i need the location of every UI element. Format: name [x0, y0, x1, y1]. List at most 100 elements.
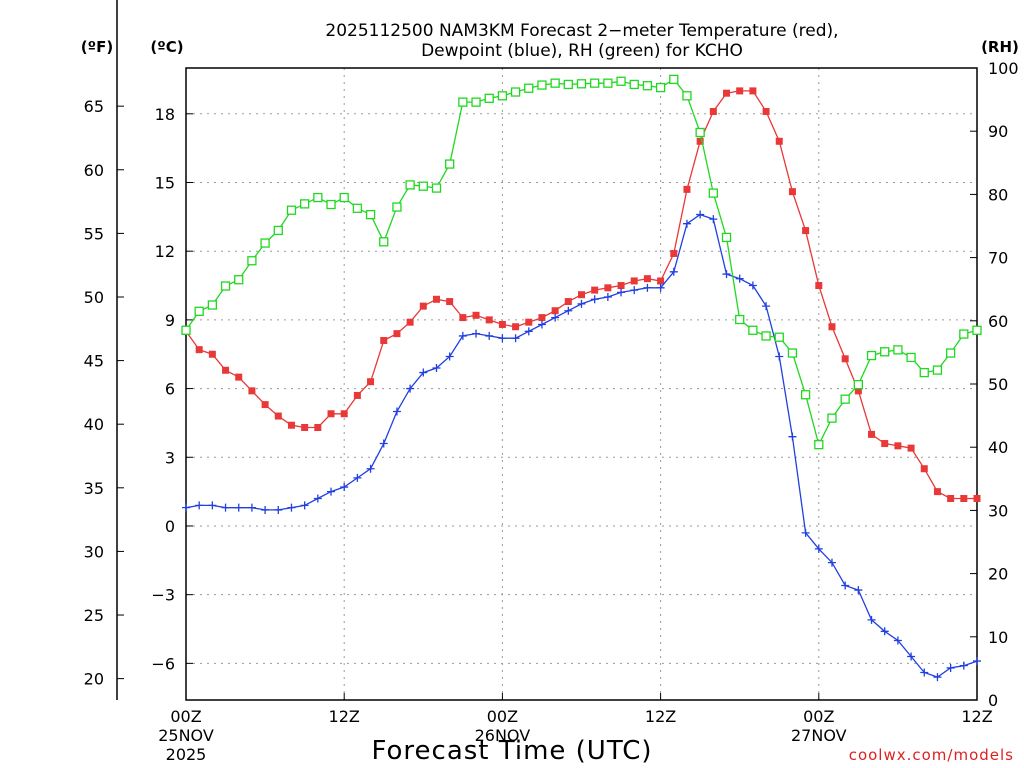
dewpoint-point: [617, 288, 626, 297]
temperature-point: [920, 465, 928, 473]
x-tick-label: 12Z: [645, 707, 676, 726]
rh-point: [576, 79, 587, 89]
rh-tick-label: 60: [988, 312, 1008, 331]
rh-point: [458, 97, 468, 107]
temperature-point: [195, 346, 203, 354]
temperature-point: [933, 488, 941, 496]
rh-unit-label: (RH): [981, 38, 1019, 56]
dewpoint-point: [959, 661, 968, 670]
dewpoint-point: [973, 657, 981, 666]
celsius-tick-label: 15: [155, 173, 175, 192]
rh-point: [919, 367, 929, 378]
temperature-series: [182, 87, 981, 502]
temperature-point: [340, 410, 348, 418]
rh-point: [893, 345, 903, 355]
dewpoint-point: [432, 363, 441, 372]
rh-tick-label: 20: [988, 565, 1008, 584]
dewpoint-point: [762, 302, 771, 311]
rh-point: [194, 306, 204, 316]
rh-point: [840, 394, 850, 404]
dewpoint-point: [551, 313, 560, 322]
dewpoint-point: [524, 327, 533, 336]
dewpoint-point: [669, 267, 678, 276]
rh-point: [392, 202, 402, 212]
rh-point: [787, 348, 798, 358]
rh-point: [445, 159, 455, 169]
temperature-point: [894, 442, 902, 450]
celsius-tick-label: 12: [155, 242, 175, 261]
temperature-point: [472, 311, 480, 319]
x-tick-date-label: 26NOV: [475, 726, 531, 745]
dewpoint-point: [748, 281, 757, 290]
dewpoint-point: [287, 503, 296, 512]
temperature-point: [419, 302, 427, 310]
fahrenheit-unit-label: (ºF): [81, 38, 113, 56]
rh-point: [471, 97, 481, 107]
dewpoint-point: [643, 283, 652, 292]
dewpoint-point: [208, 501, 217, 510]
temperature-point: [802, 227, 810, 235]
rh-point: [853, 379, 863, 390]
temperature-point: [485, 316, 493, 324]
temperature-point: [815, 282, 823, 290]
temperature-point: [406, 318, 414, 326]
grid-lines: [186, 68, 977, 700]
temperature-point: [525, 318, 533, 326]
temperature-point: [380, 336, 388, 344]
fahrenheit-tick-label: 25: [84, 606, 104, 625]
rh-point: [339, 192, 349, 203]
temperature-point: [208, 350, 216, 358]
rh-tick-label: 90: [988, 122, 1008, 141]
rh-point: [497, 91, 508, 101]
dewpoint-point: [458, 331, 467, 340]
temperature-point: [551, 307, 559, 315]
rh-tick-label: 70: [988, 249, 1008, 268]
dewpoint-point: [709, 215, 718, 224]
rh-tick-label: 40: [988, 438, 1008, 457]
temperature-point: [591, 286, 599, 294]
temperature-point: [274, 412, 282, 420]
temperature-point: [696, 137, 704, 145]
rh-point: [484, 93, 494, 103]
rh-point: [207, 300, 218, 310]
dewpoint-point: [511, 334, 520, 343]
chart-title-line2: Dewpoint (blue), RH (green) for KCHO: [421, 41, 743, 61]
fahrenheit-tick-label: 60: [84, 161, 104, 180]
rh-point: [616, 76, 626, 86]
temperature-point: [762, 108, 770, 116]
celsius-unit-label: (ºC): [150, 38, 183, 56]
rh-series: [181, 74, 982, 450]
x-axis-title: Forecast Time (UTC): [371, 736, 652, 766]
dewpoint-point: [537, 320, 546, 329]
rh-tick-label: 30: [988, 501, 1008, 520]
temperature-point: [775, 137, 783, 145]
x-tick-label: 00Z: [803, 707, 834, 726]
rh-point: [880, 347, 890, 357]
dewpoint-point: [933, 673, 942, 682]
dewpoint-point: [880, 627, 889, 636]
dewpoint-point: [485, 331, 494, 340]
temperature-point: [907, 444, 915, 452]
axes: −6−3036912151820253035404550556065010203…: [84, 0, 1019, 764]
celsius-tick-label: 3: [165, 448, 175, 467]
dewpoint-series: [182, 210, 981, 682]
temperature-point: [788, 188, 796, 196]
dewpoint-point: [735, 274, 744, 283]
fahrenheit-tick-label: 30: [84, 542, 104, 561]
celsius-tick-label: −3: [151, 586, 175, 605]
rh-point: [708, 188, 718, 198]
x-tick-label: 00Z: [487, 707, 518, 726]
dewpoint-point: [379, 439, 388, 448]
dewpoint-point: [392, 407, 401, 416]
rh-point: [299, 199, 310, 209]
dewpoint-point: [854, 586, 863, 595]
rh-point: [379, 237, 389, 247]
rh-point: [814, 440, 824, 450]
dewpoint-point: [221, 503, 230, 512]
dewpoint-point: [696, 210, 705, 219]
dewpoint-point: [682, 219, 691, 228]
dewpoint-point: [419, 368, 428, 377]
temperature-point: [301, 424, 309, 432]
temperature-point: [657, 277, 665, 285]
